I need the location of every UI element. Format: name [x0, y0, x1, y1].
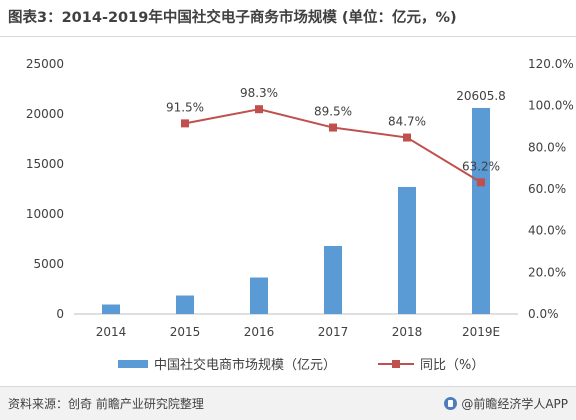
y-right-tick-label: 40.0%: [528, 224, 566, 238]
combo-chart: 0 5000 10000 15000 20000 25000 0.0% 20.0% 40.0% 6…: [26, 57, 574, 339]
y-right-tick-label: 100.0%: [528, 99, 574, 113]
line-point-marker: [329, 123, 337, 132]
bar: [176, 295, 194, 314]
y-left-tick-label: 15000: [26, 157, 64, 171]
line-data-label: 89.5%: [314, 105, 352, 119]
bar: [472, 107, 490, 314]
x-tick-label: 2014: [96, 325, 127, 339]
y-left-tick-label: 0: [56, 307, 64, 321]
bar: [250, 277, 268, 314]
y-right-tick-label: 60.0%: [528, 182, 566, 196]
brand-logo-icon: [444, 397, 458, 410]
x-tick-label: 2017: [318, 325, 349, 339]
y-right-tick-label: 20.0%: [528, 265, 566, 279]
line-point-marker: [181, 119, 189, 128]
legend-line-swatch: [378, 359, 414, 369]
title-divider: [0, 36, 576, 37]
x-tick-label: 2015: [170, 325, 201, 339]
legend-item-line: 同比（%）: [378, 354, 484, 373]
legend-line-label: 同比（%）: [420, 358, 485, 373]
source-note: 资料来源：创奇 前瞻产业研究院整理: [8, 397, 204, 411]
bar: [324, 246, 342, 314]
y-left-tick-label: 25000: [26, 57, 64, 71]
brand-credit: @前瞻经济学人APP: [444, 395, 568, 412]
line-point-marker: [477, 178, 485, 187]
line-data-label: 98.3%: [240, 86, 278, 100]
x-tick-label: 2016: [244, 325, 275, 339]
line-data-label: 91.5%: [166, 100, 204, 114]
legend-item-bar: 中国社交电商市场规模（亿元）: [118, 354, 336, 373]
line-series-path: [184, 108, 482, 184]
bar: [102, 304, 120, 314]
y-left-tick-label: 5000: [33, 257, 64, 271]
y-right-tick-label: 120.0%: [528, 57, 574, 71]
brand-name: @前瞻经济学人APP: [461, 397, 568, 411]
x-tick-label: 2018: [392, 325, 423, 339]
legend-bar-swatch: [118, 359, 148, 368]
chart-title: 图表3：2014-2019年中国社交电子商务市场规模 (单位：亿元，%): [8, 10, 457, 26]
x-tick-label: 2019E: [462, 325, 500, 339]
y-right-tick-label: 80.0%: [528, 140, 566, 154]
bar-data-label: 20605.8: [456, 89, 506, 103]
line-point-marker: [403, 133, 411, 142]
y-left-tick-label: 10000: [26, 207, 64, 221]
footer: 资料来源：创奇 前瞻产业研究院整理 @前瞻经济学人APP: [0, 386, 576, 420]
line-point-marker: [255, 105, 263, 114]
y-left-tick-label: 20000: [26, 107, 64, 121]
line-data-label: 63.2%: [462, 159, 500, 173]
bar: [398, 187, 416, 314]
y-right-tick-label: 0.0%: [528, 307, 559, 321]
line-data-label: 84.7%: [388, 115, 426, 129]
legend-bar-label: 中国社交电商市场规模（亿元）: [154, 358, 337, 373]
